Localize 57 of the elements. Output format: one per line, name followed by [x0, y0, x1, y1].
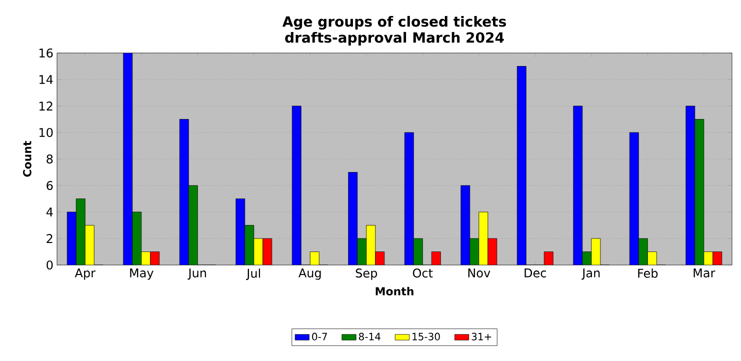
legend-label: 8-14 [358, 332, 380, 340]
bar [573, 106, 583, 265]
x-tick-label: Jan [582, 268, 600, 280]
y-tick-label: 12 [40, 102, 52, 110]
x-tick-label: Aug [298, 268, 321, 280]
bar [236, 198, 246, 265]
bar [244, 225, 254, 265]
bar [292, 106, 302, 265]
bar [413, 238, 423, 265]
bar [516, 66, 526, 265]
chart-subtitle: drafts-approval March 2024 [285, 32, 504, 46]
chart-title: Age groups of closed tickets [282, 16, 506, 30]
bar [629, 132, 639, 265]
bar [366, 225, 376, 265]
y-tick-label: 8 [46, 154, 53, 164]
x-tick-label: Apr [74, 268, 96, 280]
bar [478, 212, 488, 265]
y-tick-label: 14 [40, 75, 53, 84]
y-tick-label: 6 [46, 180, 53, 190]
bar [686, 106, 696, 265]
x-tick-label: Nov [468, 268, 490, 278]
bar [262, 238, 272, 265]
bar [357, 238, 367, 265]
legend-label: 31+ [472, 332, 492, 340]
x-tick-label: Oct [412, 268, 433, 278]
x-tick-label: May [130, 268, 154, 280]
x-axis-title: Month [376, 286, 414, 296]
bar [404, 132, 414, 265]
y-tick-label: 4 [46, 208, 53, 216]
y-tick-label: 2 [46, 234, 52, 243]
bar [470, 238, 480, 265]
bar [67, 212, 76, 265]
y-tick-label: 10 [40, 128, 53, 138]
bar [488, 238, 498, 265]
x-tick-label: Sep [356, 268, 378, 280]
bar [591, 238, 601, 265]
bar [348, 172, 358, 265]
legend-label: 15-30 [412, 332, 440, 340]
y-tick-label: 16 [40, 48, 53, 58]
x-tick-label: Jul [246, 268, 260, 280]
x-tick-label: Jun [188, 268, 206, 280]
x-tick-label: Feb [638, 268, 658, 278]
bar [460, 185, 470, 265]
bar [76, 198, 86, 265]
bar [85, 225, 94, 265]
y-tick-label: 0 [46, 260, 53, 270]
x-tick-label: Mar [694, 268, 716, 278]
y-axis-title: Count [23, 140, 32, 177]
x-tick-label: Dec [524, 268, 546, 278]
bar [132, 212, 142, 265]
bar [638, 238, 648, 265]
bar [254, 238, 264, 265]
bar [188, 185, 198, 265]
bar [179, 119, 189, 265]
bar [694, 119, 704, 265]
legend-label: 0-7 [312, 332, 327, 340]
bar [123, 53, 133, 265]
